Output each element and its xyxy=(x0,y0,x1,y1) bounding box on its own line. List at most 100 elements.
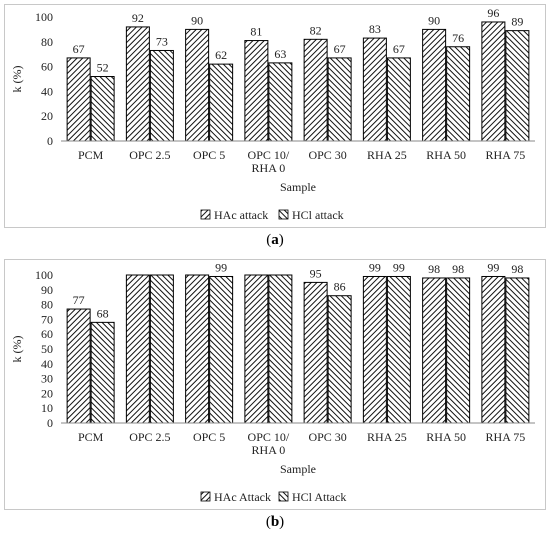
chart-a-data-label-hac-4: 82 xyxy=(310,23,322,37)
caption-b-letter: b xyxy=(270,514,280,530)
chart-b-xtick-7: RHA 75 xyxy=(486,430,526,444)
chart-a-data-label-hac-0: 67 xyxy=(73,42,85,56)
chart-a-bar-hac-2 xyxy=(185,28,210,142)
chart-b-ytick-70: 70 xyxy=(41,312,53,326)
chart-b-xtick-0: PCM xyxy=(78,430,104,444)
chart-a-legend-swatch-hac xyxy=(200,209,211,220)
chart-a-bar-hac-3 xyxy=(244,40,269,142)
chart-b-frame: 0 10 20 30 40 50 60 70 80 90 100 k (%) 77 68 PCM OPC 2.… xyxy=(4,259,546,510)
chart-b-data-label-hcl-7: 98 xyxy=(511,262,523,276)
caption-a-letter: a xyxy=(271,232,279,248)
chart-b-ytick-10: 10 xyxy=(41,401,53,415)
chart-a-data-label-hac-2: 90 xyxy=(191,13,203,27)
chart-b-data-label-hac-0: 77 xyxy=(73,293,85,307)
chart-b-xtick-3: OPC 10/RHA 0 xyxy=(248,430,290,457)
chart-b-ytick-20: 20 xyxy=(41,386,53,400)
chart-b-legend-swatch-hac xyxy=(200,491,211,502)
chart-a-ytick-0: 0 xyxy=(47,134,53,148)
chart-a-bar-hcl-0 xyxy=(90,76,115,142)
chart-a-data-label-hcl-2: 62 xyxy=(215,48,227,62)
chart-a-bar-hac-0 xyxy=(66,57,91,142)
chart-a-frame: 0 20 40 60 80 100 k (%) 67 52 PCM 92 73 OPC 2.5 90 62 O… xyxy=(4,4,546,228)
chart-b-bar-hac-1 xyxy=(125,274,150,424)
chart-b-ytick-40: 40 xyxy=(41,357,53,371)
chart-b-ytick-100: 100 xyxy=(35,268,53,282)
chart-b-bar-hac-7 xyxy=(481,275,506,424)
chart-a-data-label-hcl-5: 67 xyxy=(393,42,405,56)
chart-a-legend-swatch-hcl xyxy=(278,209,289,220)
chart-a-bar-hcl-4 xyxy=(327,57,352,142)
chart-a-data-label-hac-7: 96 xyxy=(487,6,499,20)
chart-b-legend-label-hac: HAc Attack xyxy=(214,490,271,504)
chart-b-bar-hac-3 xyxy=(244,274,269,424)
chart-b-ytick-90: 90 xyxy=(41,283,53,297)
chart-a-xtick-4: OPC 30 xyxy=(308,148,346,162)
chart-b-legend-label-hcl: HCl Attack xyxy=(292,490,346,504)
chart-b-bar-hac-5 xyxy=(362,275,387,424)
chart-a-xtick-6: RHA 50 xyxy=(426,148,466,162)
chart-b-xtick-1: OPC 2.5 xyxy=(129,430,170,444)
chart-b-data-label-hac-5: 99 xyxy=(369,260,381,274)
chart-a-bar-hcl-6 xyxy=(446,46,471,142)
chart-b-data-label-hcl-6: 98 xyxy=(452,262,464,276)
chart-a-data-label-hcl-3: 63 xyxy=(274,47,286,61)
chart-a-xtick-2: OPC 5 xyxy=(193,148,225,162)
chart-b-legend-swatch-hcl xyxy=(278,491,289,502)
chart-b-bar-hac-2 xyxy=(185,274,210,424)
chart-a-data-label-hcl-7: 89 xyxy=(511,15,523,29)
chart-b-bar-hcl-4 xyxy=(327,295,352,424)
chart-a-xtick-1: OPC 2.5 xyxy=(129,148,170,162)
chart-a-ylabel: k (%) xyxy=(10,66,24,93)
chart-b-ytick-0: 0 xyxy=(47,416,53,430)
chart-a-bar-hac-1 xyxy=(125,26,150,142)
chart-b-data-label-hac-4: 95 xyxy=(310,266,322,280)
chart-b-bar-hac-4 xyxy=(303,281,328,424)
chart-b-xlabel: Sample xyxy=(280,462,316,476)
chart-a-ytick-20: 20 xyxy=(41,109,53,123)
chart-b-bar-hcl-5 xyxy=(386,275,411,424)
chart-b-ytick-50: 50 xyxy=(41,342,53,356)
chart-a-xtick-3: OPC 10/RHA 0 xyxy=(248,148,290,175)
chart-a-ytick-80: 80 xyxy=(41,35,53,49)
chart-b-data-label-hcl-4: 86 xyxy=(334,280,346,294)
chart-a-bar-hcl-3 xyxy=(268,62,293,142)
chart-b-bar-hac-6 xyxy=(422,277,447,424)
chart-b-bar-hac-0 xyxy=(66,308,91,424)
chart-a-data-label-hac-5: 83 xyxy=(369,22,381,36)
chart-b-ytick-60: 60 xyxy=(41,327,53,341)
chart-a-data-label-hac-1: 92 xyxy=(132,11,144,25)
chart-a-legend: HAc attack HCl attack xyxy=(200,208,344,222)
chart-b-data-label-hac-6: 98 xyxy=(428,262,440,276)
chart-b-xtick-5: RHA 25 xyxy=(367,430,407,444)
chart-a-data-label-hcl-4: 67 xyxy=(334,42,346,56)
chart-b-bar-hcl-0 xyxy=(90,321,115,424)
caption-a: (a) xyxy=(266,232,284,248)
chart-b-legend: HAc Attack HCl Attack xyxy=(200,490,346,504)
chart-b-bar-hcl-2 xyxy=(209,275,234,424)
chart-a-ytick-100: 100 xyxy=(35,10,53,24)
chart-a-bar-hcl-1 xyxy=(149,49,174,142)
chart-a-ytick-40: 40 xyxy=(41,84,53,98)
chart-a-bar-hcl-5 xyxy=(386,57,411,142)
chart-a-bar-hac-6 xyxy=(422,28,447,142)
chart-b-xtick-6: RHA 50 xyxy=(426,430,466,444)
chart-b-data-label-hcl-5: 99 xyxy=(393,260,405,274)
chart-b-xtick-4: OPC 30 xyxy=(308,430,346,444)
chart-a-ytick-60: 60 xyxy=(41,60,53,74)
chart-b-data-label-hcl-0: 68 xyxy=(97,306,109,320)
chart-a: 0 20 40 60 80 100 k (%) 67 52 PCM 92 73 OPC 2.5 90 62 O… xyxy=(10,6,535,222)
chart-a-data-label-hac-6: 90 xyxy=(428,13,440,27)
chart-a-legend-label-hac: HAc attack xyxy=(214,208,268,222)
chart-a-data-label-hcl-0: 52 xyxy=(97,61,109,75)
chart-a-xtick-0: PCM xyxy=(78,148,104,162)
chart-a-xlabel: Sample xyxy=(280,180,316,194)
chart-a-bar-hac-5 xyxy=(362,37,387,142)
chart-b-bar-hcl-3 xyxy=(268,274,293,424)
chart-b-ytick-30: 30 xyxy=(41,372,53,386)
chart-b-bar-hcl-1 xyxy=(149,274,174,424)
chart-b-data-label-hcl-2: 99 xyxy=(215,260,227,274)
chart-a-bar-hcl-2 xyxy=(209,63,234,142)
chart-b-xtick-2: OPC 5 xyxy=(193,430,225,444)
chart-a-data-label-hac-3: 81 xyxy=(250,25,262,39)
